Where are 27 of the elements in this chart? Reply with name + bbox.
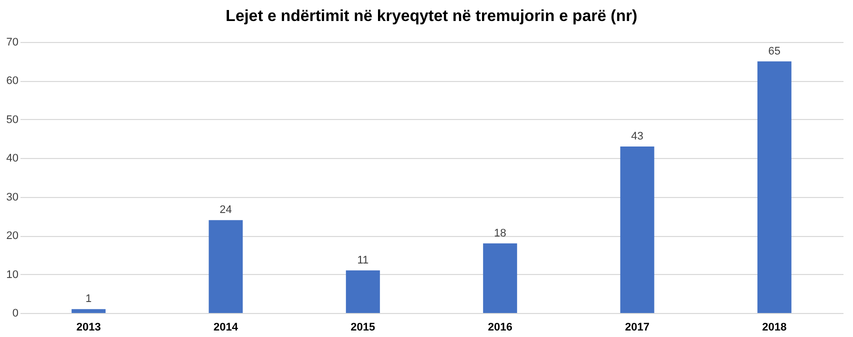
bar — [757, 61, 792, 313]
x-tick-label: 2017 — [625, 322, 650, 334]
y-tick-label: 30 — [6, 191, 18, 204]
y-tick-label: 10 — [6, 268, 18, 281]
y-tick-label: 40 — [6, 152, 18, 165]
data-label: 65 — [768, 45, 781, 58]
data-label: 43 — [631, 130, 644, 143]
y-tick-label: 70 — [6, 36, 18, 48]
chart-title: Lejet e ndërtimit në kryeqytet në tremujorin e parë (nr) — [226, 8, 638, 25]
data-label: 18 — [494, 227, 506, 240]
x-tick-label: 2018 — [762, 322, 787, 334]
y-tick-label: 0 — [12, 308, 18, 320]
x-tick-label: 2016 — [488, 322, 512, 334]
data-label: 1 — [86, 293, 92, 306]
y-tick-label: 50 — [6, 114, 18, 126]
x-tick-label: 2014 — [214, 322, 239, 334]
bar — [346, 270, 380, 313]
y-tick-label: 60 — [6, 75, 18, 88]
x-tick-label: 2013 — [76, 322, 101, 334]
bar — [208, 220, 243, 313]
bar — [72, 309, 106, 313]
x-tick-label: 2015 — [350, 322, 376, 334]
bar — [620, 146, 654, 313]
data-label: 11 — [357, 254, 369, 266]
bar — [483, 243, 518, 313]
data-label: 24 — [220, 204, 232, 216]
y-tick-label: 20 — [6, 230, 18, 242]
